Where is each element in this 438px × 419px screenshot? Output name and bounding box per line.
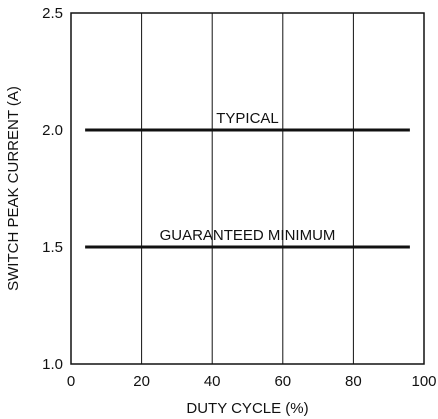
y-tick-label: 1.5 [42,239,63,256]
grid-layer [141,13,354,364]
series-label: TYPICAL [216,110,279,127]
x-axis-title: DUTY CYCLE (%) [186,400,308,417]
y-tick-label: 2.0 [42,122,63,139]
series-label: GUARANTEED MINIMUM [160,227,336,244]
y-tick-label: 2.5 [42,5,63,22]
x-tick-label: 20 [133,373,150,390]
series-layer [85,128,410,249]
x-tick-label: 80 [345,373,362,390]
x-tick-label: 60 [274,373,291,390]
plot-frame [70,12,425,365]
y-axis-title: SWITCH PEAK CURRENT (A) [5,86,22,291]
series-label-layer: TYPICAL GUARANTEED MINIMUM [160,110,336,244]
plot-frame-layer [70,12,425,365]
y-tick-label: 1.0 [42,356,63,373]
x-tick-label: 0 [67,373,75,390]
tick-label-layer: 0 20 40 60 80 100 1.0 1.5 2.0 2.5 [42,5,436,390]
axis-title-layer: DUTY CYCLE (%) SWITCH PEAK CURRENT (A) [5,86,309,417]
x-tick-label: 100 [411,373,436,390]
x-tick-label: 40 [204,373,221,390]
